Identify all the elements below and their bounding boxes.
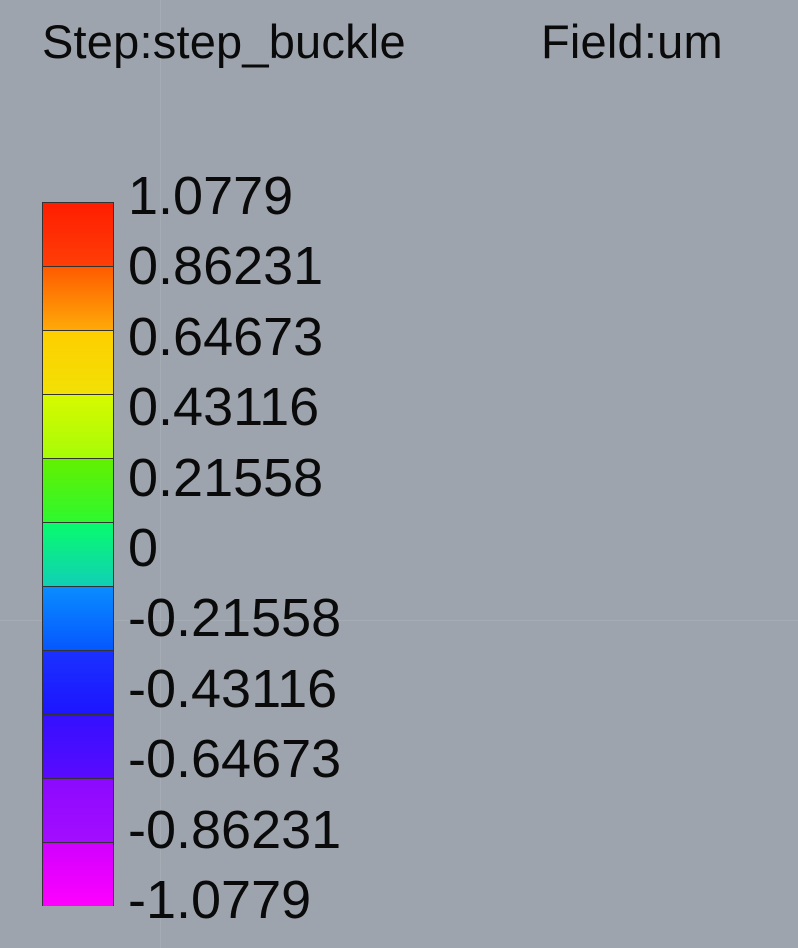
legend-band <box>42 266 114 331</box>
legend-band <box>42 778 114 843</box>
field-title: Field:um <box>541 15 723 68</box>
legend-value-label: 0.64673 <box>128 306 324 367</box>
color-legend-bar <box>42 202 114 906</box>
legend-value-label: 0 <box>128 518 159 578</box>
legend-band <box>42 394 114 459</box>
legend-value-label: -0.43116 <box>128 658 338 719</box>
viewport-divider-horizontal <box>0 620 798 621</box>
legend-value-label: 0.43116 <box>128 377 320 438</box>
legend-value-label: 0.86231 <box>128 236 324 297</box>
viewport-divider-vertical <box>160 0 161 948</box>
legend-value-label: 1.0779 <box>128 166 294 226</box>
color-legend-svg <box>42 202 114 906</box>
legend-band <box>42 202 114 267</box>
legend-value-label: -1.0779 <box>128 870 312 930</box>
legend-value-label: 0.21558 <box>128 447 324 508</box>
legend-value-label: -0.86231 <box>128 799 342 860</box>
legend-band <box>42 650 114 715</box>
legend-band <box>42 842 114 906</box>
legend-band <box>42 458 114 523</box>
legend-band <box>42 714 114 779</box>
legend-band <box>42 586 114 651</box>
legend-value-label: -0.64673 <box>128 729 342 790</box>
legend-value-label: -0.21558 <box>128 588 342 649</box>
legend-band <box>42 522 114 587</box>
legend-band <box>42 330 114 395</box>
step-title: Step:step_buckle <box>42 15 406 68</box>
